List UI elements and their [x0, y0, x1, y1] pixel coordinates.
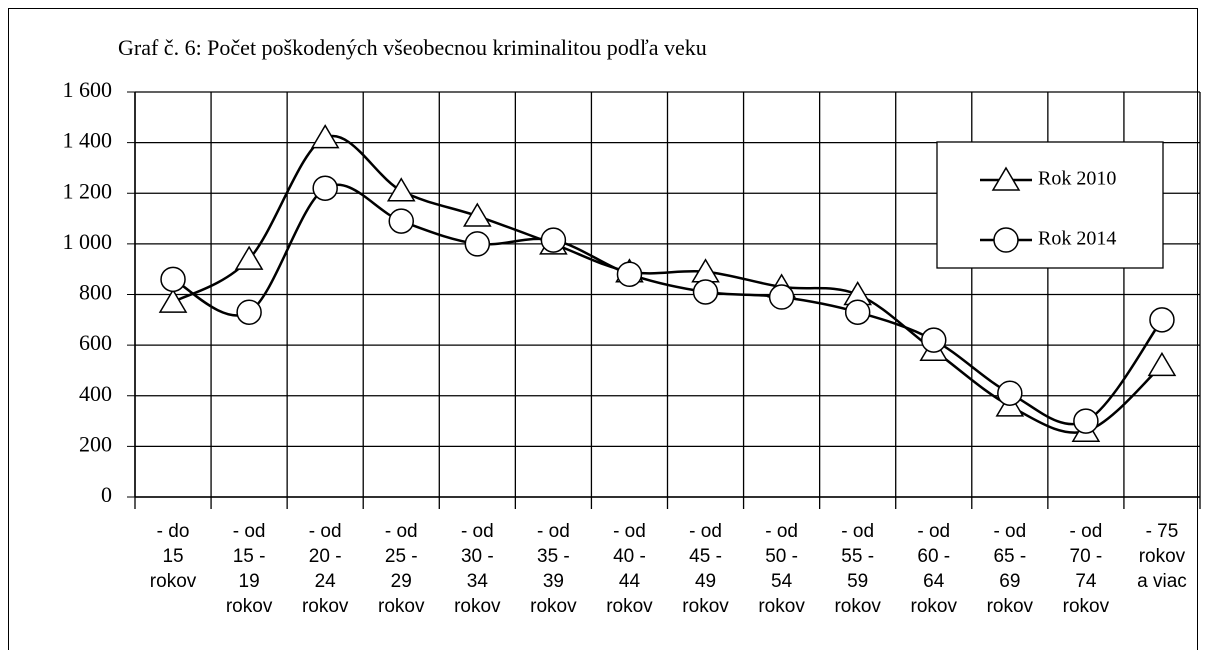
- y-tick-label: 200: [79, 431, 112, 456]
- legend-label: Rok 2010: [1038, 168, 1116, 190]
- legend-marker: [993, 227, 1019, 253]
- x-tick-label: - od 65 -69 rokov: [987, 521, 1034, 617]
- x-tick-label: - od 70 -74 rokov: [1063, 521, 1110, 617]
- y-tick-label: 400: [79, 381, 112, 406]
- x-tick-label: - od 45 -49 rokov: [682, 521, 729, 617]
- marker: [997, 380, 1023, 406]
- marker: [160, 266, 186, 293]
- y-tick-label: 600: [79, 330, 112, 355]
- legend-box: [936, 141, 1164, 269]
- y-tick-label: 1 200: [63, 178, 113, 203]
- marker: [463, 202, 492, 227]
- marker: [540, 227, 567, 253]
- marker: [692, 279, 719, 305]
- x-tick-label: - od 15 -19 rokov: [226, 521, 273, 617]
- y-tick-label: 1 400: [63, 128, 113, 153]
- x-tick-label: - od 30 -34 rokov: [454, 521, 501, 617]
- marker: [921, 327, 947, 353]
- marker: [312, 175, 338, 201]
- chart-title: Graf č. 6: Počet poškodených všeobecnou …: [118, 35, 707, 60]
- x-tick-label: - do 15 rokov: [150, 521, 197, 592]
- x-tick-label: - 75 rokov a viac: [1137, 521, 1187, 592]
- marker: [844, 299, 871, 325]
- legend-marker: [991, 166, 1021, 191]
- marker: [388, 208, 414, 234]
- marker: [1149, 307, 1175, 333]
- marker: [768, 284, 795, 310]
- y-tick-label: 800: [79, 280, 112, 305]
- marker: [616, 261, 643, 287]
- y-tick-label: 1 600: [63, 77, 113, 102]
- x-tick-label: - od 40 -44 rokov: [606, 521, 653, 617]
- y-tick-label: 1 000: [63, 229, 113, 254]
- x-tick-label: - od 60 -64 rokov: [911, 521, 958, 617]
- x-tick-label: - od 35 -39 rokov: [530, 521, 577, 617]
- marker: [236, 299, 262, 325]
- x-tick-label: - od 20 -24 rokov: [302, 521, 349, 617]
- y-tick-label: 0: [101, 482, 112, 507]
- marker: [1073, 408, 1099, 434]
- marker: [234, 245, 264, 270]
- marker: [464, 231, 491, 257]
- x-tick-label: - od 25 -29 rokov: [378, 521, 425, 617]
- marker: [158, 288, 188, 313]
- x-tick-label: - od 50 -54 rokov: [758, 521, 805, 617]
- chart-frame: [8, 8, 1198, 650]
- marker: [310, 124, 340, 149]
- x-tick-label: - od 55 -59 rokov: [834, 521, 881, 617]
- legend-label: Rok 2014: [1038, 228, 1116, 250]
- marker: [386, 177, 416, 202]
- marker: [1147, 351, 1177, 377]
